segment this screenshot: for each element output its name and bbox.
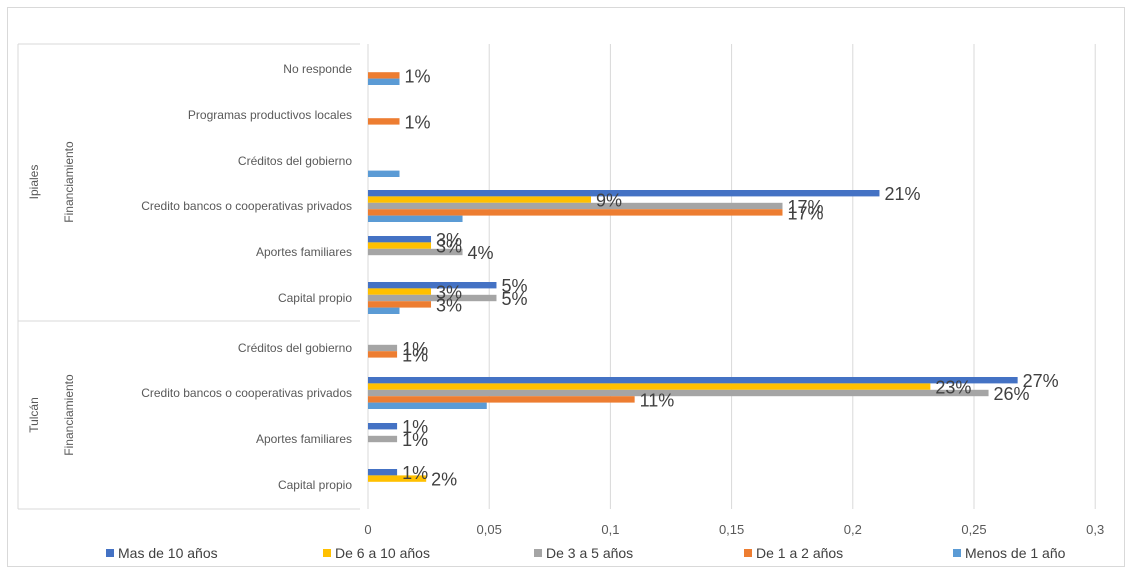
data-label: 1% — [405, 112, 431, 132]
legend-label: De 1 a 2 años — [756, 545, 843, 561]
x-tick-label: 0,2 — [844, 522, 862, 537]
data-label: 17% — [788, 203, 824, 223]
data-label: 23% — [935, 378, 971, 398]
category-label: Aportes familiares — [256, 245, 352, 259]
data-label: 5% — [501, 289, 527, 309]
bar — [368, 294, 497, 302]
bar — [368, 344, 398, 352]
legend-label: Menos de 1 año — [965, 545, 1066, 561]
bar — [368, 389, 989, 397]
data-label: 1% — [402, 430, 428, 450]
data-label: 3% — [436, 295, 462, 315]
x-tick-label: 0,15 — [719, 522, 744, 537]
category-label: Capital propio — [278, 291, 352, 305]
bar — [368, 423, 398, 430]
data-label: 5% — [501, 276, 527, 296]
data-label: 21% — [884, 184, 920, 204]
subgroup-label: Financiamiento — [62, 141, 76, 223]
data-label: 3% — [436, 283, 462, 303]
group-label: Tulcán — [27, 397, 41, 433]
x-tick-label: 0,1 — [601, 522, 619, 537]
bar — [368, 72, 400, 79]
bar — [368, 78, 400, 85]
bar — [368, 118, 400, 125]
category-label: Credito bancos o cooperativas privados — [141, 386, 352, 400]
x-tick-label: 0,25 — [961, 522, 986, 537]
bar — [368, 475, 427, 482]
data-label: 1% — [402, 339, 428, 359]
data-label: 17% — [788, 197, 824, 217]
legend-swatch — [534, 549, 542, 557]
data-label: 26% — [994, 384, 1030, 404]
bar — [368, 242, 432, 249]
bar — [368, 282, 497, 289]
bar — [368, 202, 783, 210]
bar — [368, 301, 432, 308]
legend-label: De 3 a 5 años — [546, 545, 633, 561]
bar — [368, 307, 400, 314]
category-label: Créditos del gobierno — [238, 341, 352, 355]
data-label: 1% — [402, 417, 428, 437]
data-label: 3% — [436, 237, 462, 257]
gridlines — [367, 44, 1096, 509]
data-label: 1% — [405, 66, 431, 86]
bar — [368, 402, 487, 409]
axes: 0 0,05 0,1 0,15 0,2 0,25 0,3 Ipiales Financiamie… — [17, 43, 1104, 537]
bar — [368, 248, 463, 256]
category-label: Credito bancos o cooperativas privados — [141, 199, 352, 213]
category-label: Capital propio — [278, 478, 352, 492]
bar — [368, 190, 880, 197]
bar — [368, 170, 400, 177]
data-label: 27% — [1023, 371, 1059, 391]
data-label: 2% — [431, 470, 457, 490]
data-labels: 1%1%21%9% 17%17%3%3% 4%5%3% 5%3%1%1%27%23% 2… — [402, 66, 1059, 489]
subgroup-label: Financiamiento — [62, 374, 76, 456]
bar — [368, 377, 1018, 384]
category-label: No responde — [283, 62, 352, 76]
x-tick-label: 0,3 — [1086, 522, 1104, 537]
bar — [368, 196, 592, 203]
category-label: Programas productivos locales — [188, 108, 352, 122]
bar — [368, 215, 463, 222]
bar — [368, 469, 398, 476]
legend-label: De 6 a 10 años — [335, 545, 430, 561]
data-label: 9% — [596, 191, 622, 211]
category-label: Aportes familiares — [256, 432, 352, 446]
chart-frame — [7, 7, 1125, 567]
bar — [368, 383, 931, 390]
legend-swatch — [106, 549, 114, 557]
legend: Mas de 10 años De 6 a 10 años De 3 a 5 año… — [106, 545, 1066, 561]
data-label: 1% — [402, 345, 428, 365]
x-tick-label: 0,05 — [477, 522, 502, 537]
legend-swatch — [953, 549, 961, 557]
bar — [368, 236, 432, 243]
bars — [368, 72, 1018, 482]
legend-swatch — [744, 549, 752, 557]
legend-label: Mas de 10 años — [118, 545, 218, 561]
data-label: 4% — [468, 243, 494, 263]
bar — [368, 396, 635, 403]
bar — [368, 209, 783, 216]
bar — [368, 435, 398, 443]
data-label: 3% — [436, 230, 462, 250]
x-tick-label: 0 — [364, 522, 371, 537]
group-label: Ipiales — [27, 165, 41, 200]
data-label: 11% — [640, 390, 675, 410]
bar — [368, 288, 432, 295]
legend-swatch — [323, 549, 331, 557]
category-label: Créditos del gobierno — [238, 154, 352, 168]
bar — [368, 351, 398, 358]
data-label: 1% — [402, 463, 428, 483]
